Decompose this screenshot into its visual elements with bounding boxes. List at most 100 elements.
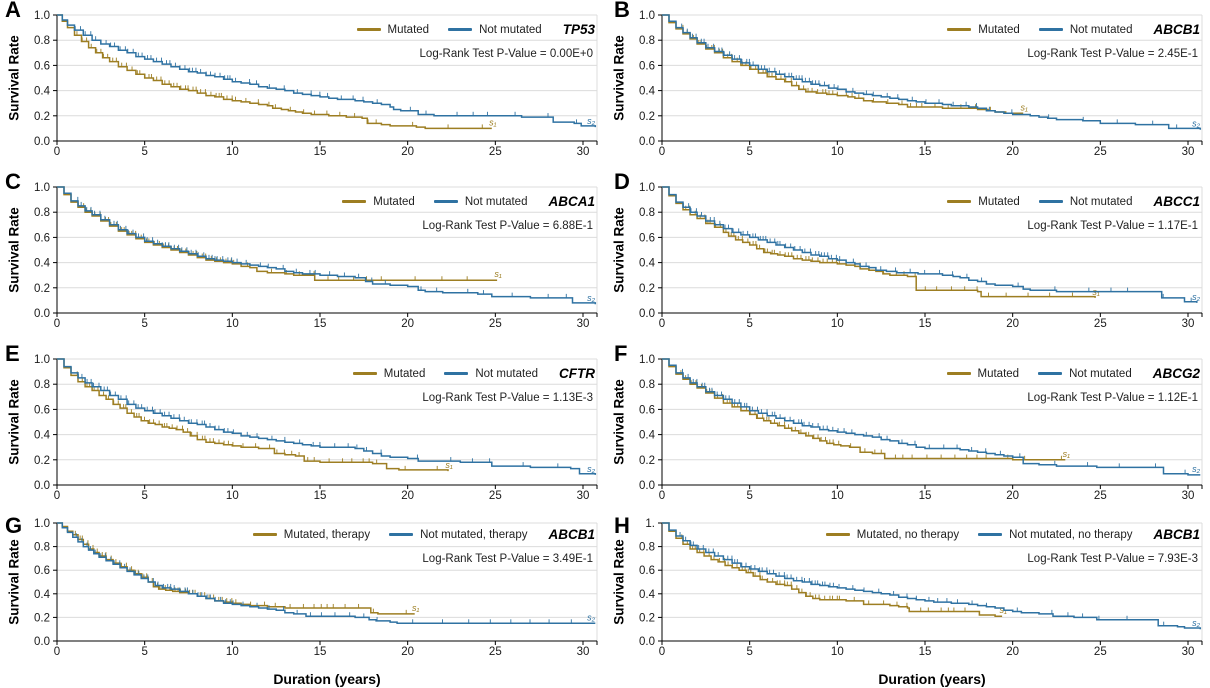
gene-name: ABCB1 [1153,527,1200,542]
svg-text:30: 30 [577,646,590,658]
svg-text:30: 30 [577,490,590,502]
svg-text:20: 20 [401,490,414,502]
svg-text:1.0: 1.0 [639,10,655,22]
svg-text:25: 25 [489,318,502,330]
gene-name: ABCA1 [548,194,595,209]
svg-text:0: 0 [659,318,665,330]
svg-text:1.: 1. [645,518,655,530]
svg-text:15: 15 [314,146,327,158]
svg-text:s₂: s₂ [1192,292,1201,302]
gene-name: TP53 [562,22,595,37]
mutated-line-swatch [352,372,377,375]
km-plot-g: 1.0 0.8 0.6 0.4 0.2 0.0 0 5 10 15 20 25 30 s₁ s₂ [34,518,598,658]
pvalue-text: Log-Rank Test P-Value = 0.00E+0 [419,48,593,60]
not-mutated-line-swatch [1038,28,1063,31]
legend: Mutated Not mutated ABCB1 [947,22,1200,37]
svg-text:0.6: 0.6 [34,232,50,244]
not-mutated-line-swatch [1038,372,1063,375]
y-axis-label: Survival Rate [6,35,22,121]
svg-text:s₂: s₂ [1192,119,1201,129]
panel-g: G Survival Rate 1.0 0.8 0.6 0.4 0.2 0.0 0 5 10 15… [0,513,605,688]
y-axis-label: Survival Rate [611,207,627,293]
km-plot-b: 1.0 0.8 0.6 0.4 0.2 0.0 0 5 10 15 20 25 30 s₁ s₂ [639,10,1203,158]
svg-text:5: 5 [746,318,752,330]
svg-text:0.0: 0.0 [639,480,655,492]
svg-text:s₂: s₂ [1192,618,1201,628]
svg-text:0.0: 0.0 [639,308,655,320]
legend-label-mutated: Mutated [978,195,1020,208]
pvalue-text: Log-Rank Test P-Value = 3.49E-1 [422,553,593,565]
legend-label-mutated: Mutated, therapy [283,528,371,541]
legend: Mutated, no therapy Not mutated, no ther… [825,527,1200,542]
panel-letter-c: C [5,169,21,194]
svg-text:0: 0 [54,146,60,158]
pvalue-text: Log-Rank Test P-Value = 2.45E-1 [1027,48,1198,60]
svg-text:30: 30 [1182,146,1195,158]
svg-text:15: 15 [314,646,327,658]
legend-label-not-mutated: Not mutated [1069,195,1133,208]
svg-text:0.8: 0.8 [639,542,655,554]
svg-text:30: 30 [1182,318,1195,330]
svg-text:s₂: s₂ [587,464,596,474]
panel-h: H Survival Rate 1. 0.8 0.6 0.4 0.2 0.0 0 5 10 15 2… [605,513,1210,688]
svg-text:0.6: 0.6 [639,404,655,416]
svg-text:5: 5 [141,146,147,158]
svg-text:1.0: 1.0 [639,182,655,194]
svg-text:0.4: 0.4 [639,86,656,98]
svg-text:0.2: 0.2 [639,111,655,123]
panel-e: E Survival Rate 1.0 0.8 0.6 0.4 0.2 0.0 0 5 10 15… [0,341,605,516]
svg-text:5: 5 [746,146,752,158]
svg-text:0.2: 0.2 [34,612,50,624]
svg-text:10: 10 [831,146,844,158]
svg-text:25: 25 [489,146,502,158]
svg-text:0: 0 [659,490,665,502]
svg-text:s₁: s₁ [445,460,453,470]
pvalue-text: Log-Rank Test P-Value = 1.17E-1 [1027,220,1198,232]
svg-text:0.6: 0.6 [34,60,50,72]
svg-text:s₁: s₁ [489,117,497,127]
not-mutated-line-swatch [448,28,473,31]
mutated-line-swatch [947,28,972,31]
svg-text:0.8: 0.8 [639,207,655,219]
svg-text:25: 25 [1094,318,1107,330]
svg-text:25: 25 [489,490,502,502]
svg-text:0: 0 [54,646,60,658]
panel-c: C Survival Rate 1.0 0.8 0.6 0.4 0.2 0.0 0 5 10 15… [0,169,605,344]
pvalue-text: Log-Rank Test P-Value = 1.12E-1 [1027,392,1198,404]
km-plot-c: 1.0 0.8 0.6 0.4 0.2 0.0 0 5 10 15 20 25 30 s₁ s₂ [34,182,598,330]
svg-text:20: 20 [401,646,414,658]
legend-label-not-mutated: Not mutated, therapy [420,528,528,541]
svg-text:0: 0 [54,318,60,330]
svg-text:s₁: s₁ [494,269,502,279]
y-axis-label: Survival Rate [611,35,627,121]
svg-text:0: 0 [659,146,665,158]
x-axis-label: Duration (years) [273,671,381,687]
svg-text:10: 10 [831,490,844,502]
svg-text:0.4: 0.4 [34,589,51,601]
svg-text:20: 20 [401,318,414,330]
svg-text:0.4: 0.4 [34,258,51,270]
svg-text:25: 25 [1094,646,1107,658]
legend-label-mutated: Mutated [373,195,415,208]
svg-text:1.0: 1.0 [34,10,50,22]
svg-text:30: 30 [577,318,590,330]
svg-text:0.4: 0.4 [639,430,656,442]
svg-text:0.6: 0.6 [34,404,50,416]
svg-text:10: 10 [226,646,239,658]
svg-text:0.0: 0.0 [34,136,50,148]
legend-label-not-mutated: Not mutated [1069,23,1133,36]
svg-text:1.0: 1.0 [34,182,50,194]
svg-text:0.2: 0.2 [34,455,50,467]
svg-text:25: 25 [1094,146,1107,158]
gene-name: ABCB1 [548,527,595,542]
legend-label-mutated: Mutated [978,23,1020,36]
svg-text:0.2: 0.2 [639,455,655,467]
svg-text:0.2: 0.2 [639,283,655,295]
svg-text:15: 15 [919,146,932,158]
svg-text:15: 15 [919,646,932,658]
svg-text:0.8: 0.8 [34,542,50,554]
pvalue-text: Log-Rank Test P-Value = 7.93E-3 [1027,553,1198,565]
svg-text:15: 15 [919,490,932,502]
svg-text:25: 25 [1094,490,1107,502]
